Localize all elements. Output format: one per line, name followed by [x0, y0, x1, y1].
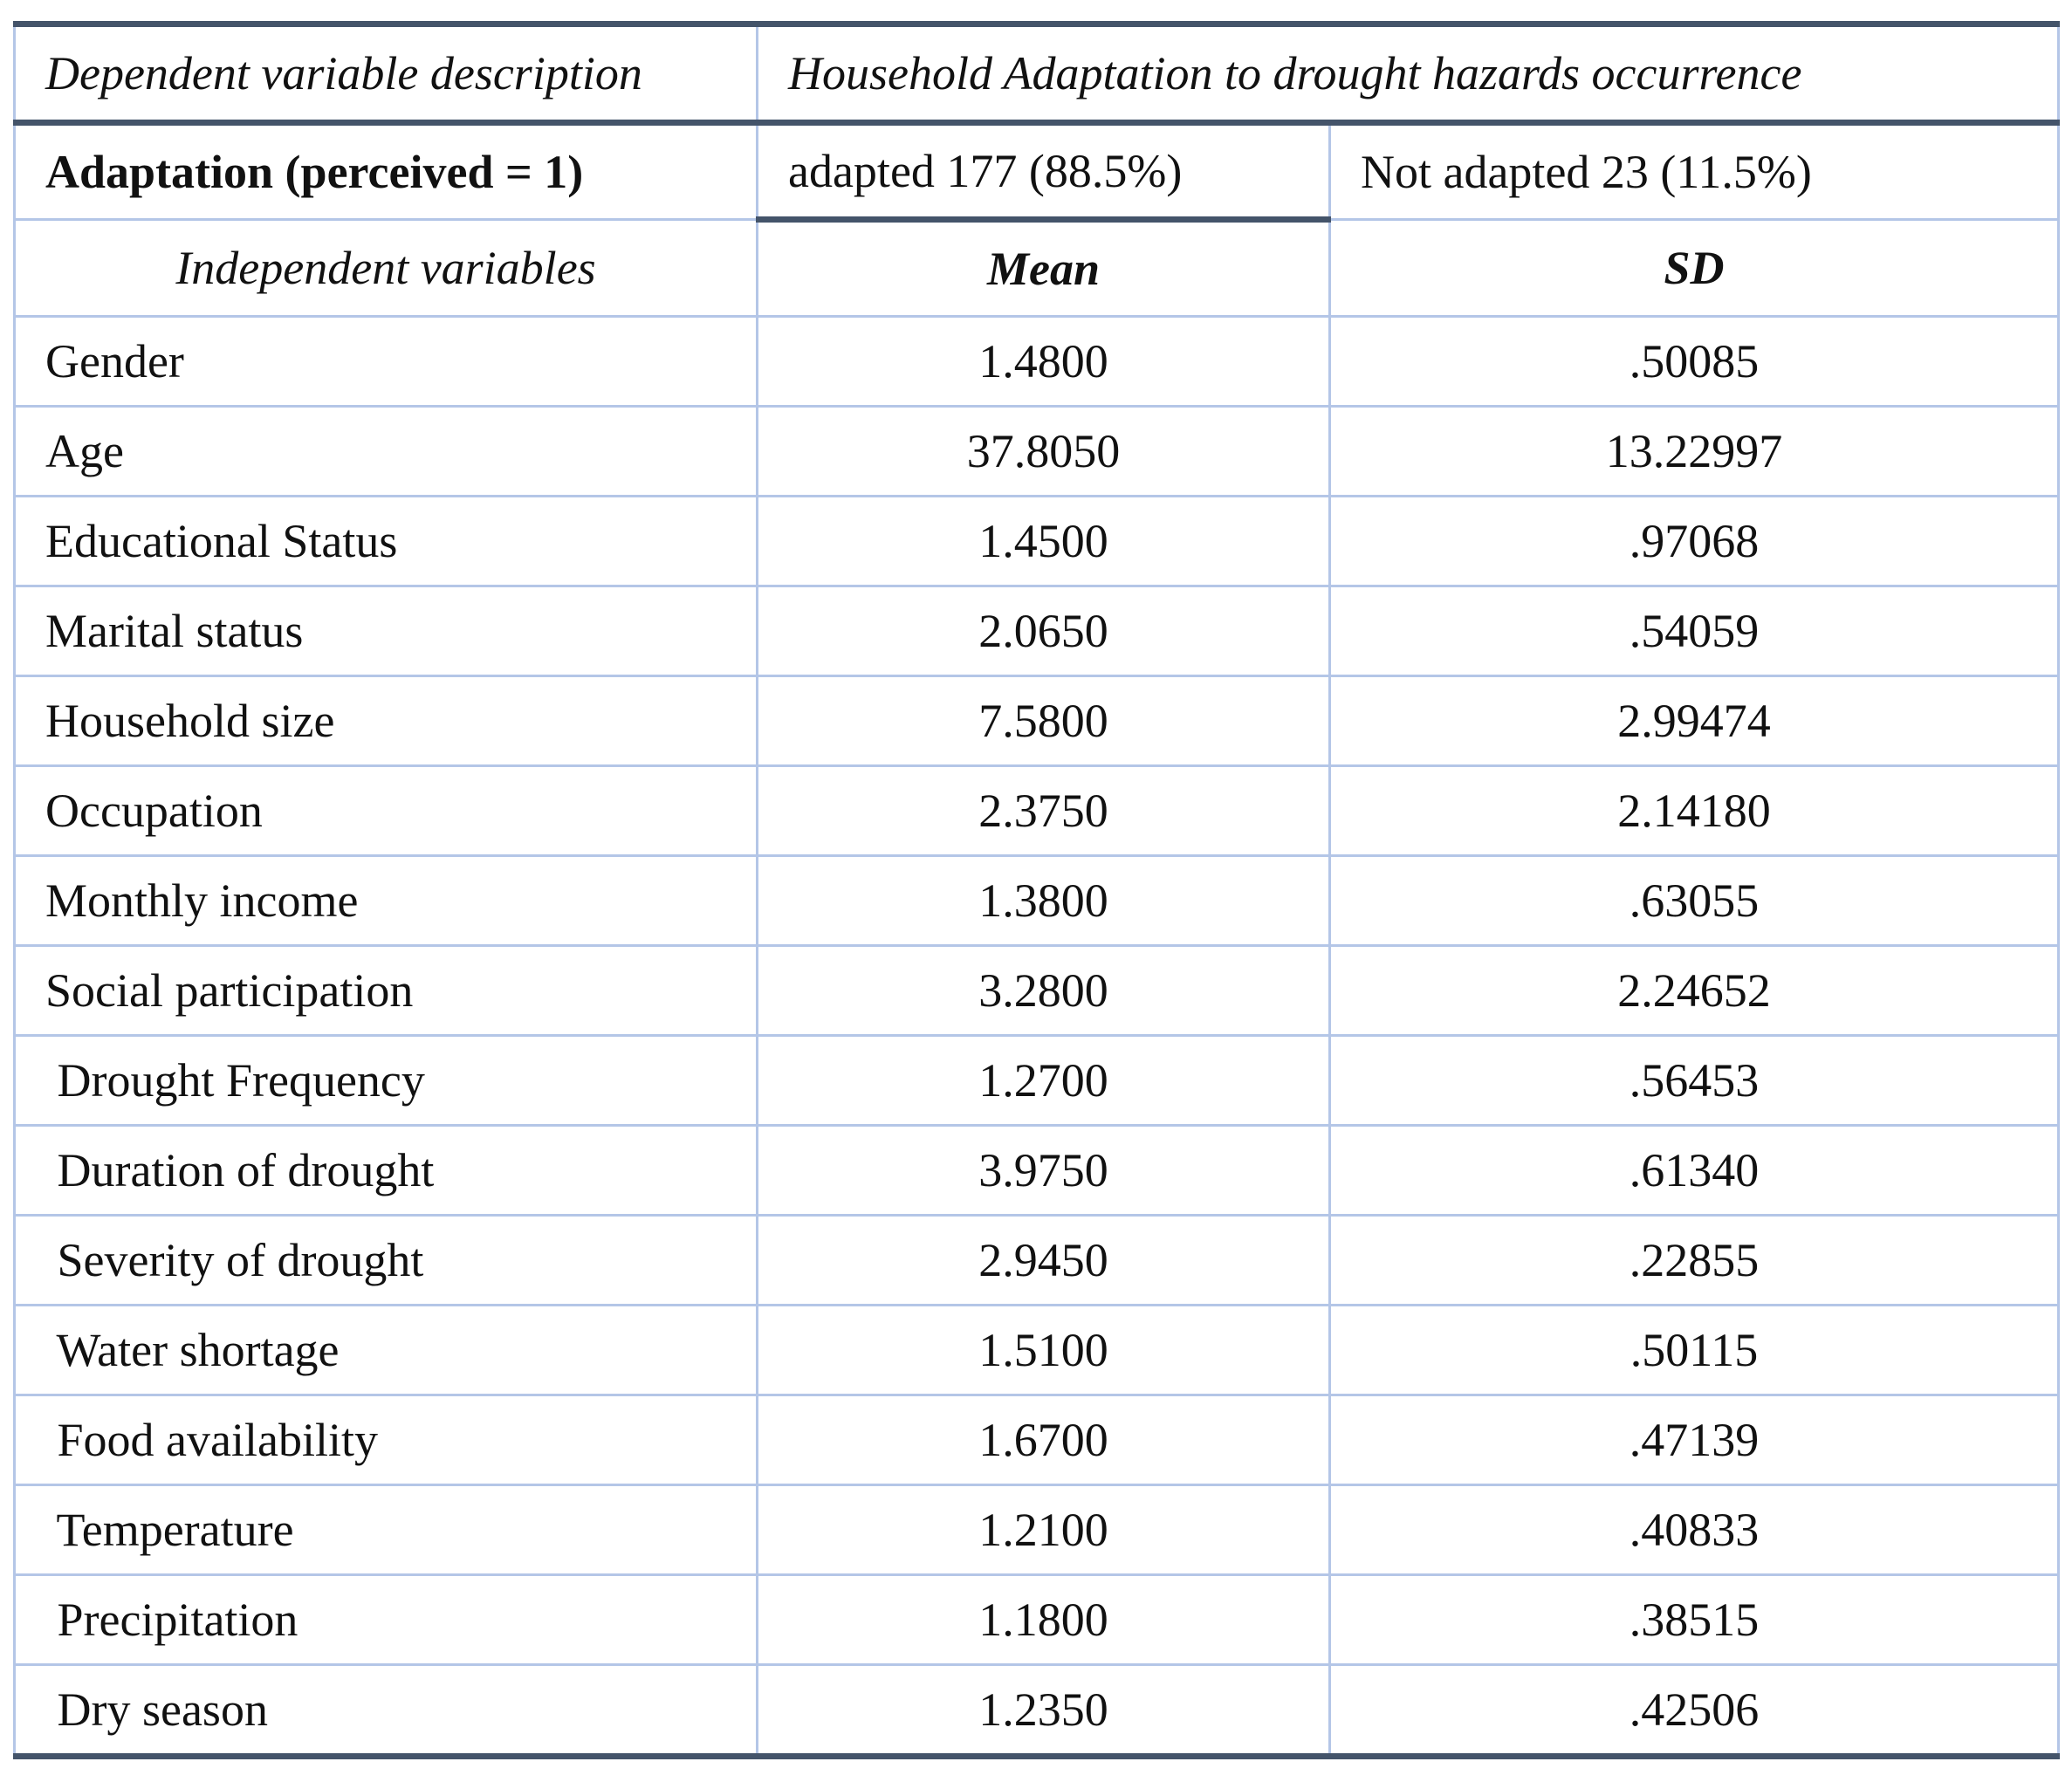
mean-value: 2.0650 — [756, 585, 1331, 677]
mean-value: 1.5100 — [756, 1304, 1331, 1396]
variable-name: Severity of drought — [13, 1214, 758, 1306]
data-row: Marital status 2.0650.54059 — [13, 585, 2061, 677]
descriptive-table: Dependent variable description Household… — [13, 21, 2061, 1759]
variable-name: Household size — [13, 675, 758, 767]
data-row: Temperature 1.2100.40833 — [13, 1484, 2061, 1576]
data-row: Water shortage 1.5100.50115 — [13, 1304, 2061, 1396]
column-header-row: Independent variables Mean SD — [13, 218, 2061, 318]
sd-value: .42506 — [1328, 1663, 2061, 1759]
adaptation-label: Adaptation (perceived = 1) — [13, 121, 758, 221]
variable-name: Occupation — [13, 764, 758, 857]
data-row: Social participation 3.2800 2.24652 — [13, 944, 2061, 1037]
variable-name: Dry season — [13, 1663, 758, 1759]
variable-name: Duration of drought — [13, 1124, 758, 1217]
sd-value: .50085 — [1328, 315, 2061, 408]
variable-name: Food availability — [13, 1394, 758, 1486]
variable-name: Gender — [13, 315, 758, 408]
variable-name: Precipitation — [13, 1573, 758, 1666]
table-body: Dependent variable description Household… — [13, 21, 2061, 1759]
data-row: Severity of drought 2.9450.22855 — [13, 1214, 2061, 1306]
column-header: Mean — [756, 218, 1331, 318]
variable-name: Educational Status — [13, 495, 758, 587]
mean-value: 3.9750 — [756, 1124, 1331, 1217]
data-row: Monthly income 1.3800.63055 — [13, 854, 2061, 947]
mean-value: 1.2350 — [756, 1663, 1331, 1759]
sd-value: .38515 — [1328, 1573, 2061, 1666]
column-header: Independent variables — [13, 218, 758, 318]
variable-name: Water shortage — [13, 1304, 758, 1396]
column-header: SD — [1328, 218, 2061, 318]
sd-value: .61340 — [1328, 1124, 2061, 1217]
sd-value: .54059 — [1328, 585, 2061, 677]
mean-value: 1.6700 — [756, 1394, 1331, 1486]
sd-value: .47139 — [1328, 1394, 2061, 1486]
dependent-value: Household Adaptation to drought hazards … — [755, 21, 2061, 126]
sd-value: .63055 — [1328, 854, 2061, 947]
mean-value: 3.2800 — [756, 944, 1331, 1037]
variable-name: Drought Frequency — [13, 1034, 758, 1127]
mean-value: 1.2700 — [756, 1034, 1331, 1127]
sd-value: .56453 — [1328, 1034, 2061, 1127]
not-adapted-count: Not adapted 23 (11.5%) — [1328, 121, 2061, 221]
data-row: Food availability 1.6700.47139 — [13, 1394, 2061, 1486]
mean-value: 1.4800 — [756, 315, 1331, 408]
variable-name: Age — [13, 405, 758, 497]
adapted-count: adapted 177 (88.5%) — [756, 121, 1331, 223]
data-row: Dry season 1.2350.42506 — [13, 1663, 2061, 1759]
sd-value: 2.24652 — [1328, 944, 2061, 1037]
sd-value: 2.14180 — [1328, 764, 2061, 857]
mean-value: 2.9450 — [756, 1214, 1331, 1306]
mean-value: 2.3750 — [756, 764, 1331, 857]
mean-value: 1.4500 — [756, 495, 1331, 587]
mean-value: 1.1800 — [756, 1573, 1331, 1666]
mean-value: 37.8050 — [756, 405, 1331, 497]
data-row: Duration of drought 3.9750.61340 — [13, 1124, 2061, 1217]
mean-value: 1.2100 — [756, 1484, 1331, 1576]
sd-value: 2.99474 — [1328, 675, 2061, 767]
header-row: Dependent variable description Household… — [13, 21, 2061, 126]
data-row: Drought Frequency 1.2700.56453 — [13, 1034, 2061, 1127]
data-row: Occupation 2.3750 2.14180 — [13, 764, 2061, 857]
sd-value: 13.22997 — [1328, 405, 2061, 497]
dependent-label: Dependent variable description — [13, 21, 758, 126]
sd-value: .97068 — [1328, 495, 2061, 587]
data-row: Precipitation 1.1800.38515 — [13, 1573, 2061, 1666]
data-row: Household size 7.5800 2.99474 — [13, 675, 2061, 767]
mean-value: 1.3800 — [756, 854, 1331, 947]
variable-name: Marital status — [13, 585, 758, 677]
sd-value: .22855 — [1328, 1214, 2061, 1306]
data-row: Gender 1.4800.50085 — [13, 315, 2061, 408]
variable-name: Monthly income — [13, 854, 758, 947]
adaptation-row: Adaptation (perceived = 1) adapted 177 (… — [13, 121, 2061, 223]
data-row: Age 37.8050 13.22997 — [13, 405, 2061, 497]
mean-value: 7.5800 — [756, 675, 1331, 767]
variable-name: Temperature — [13, 1484, 758, 1576]
sd-value: .40833 — [1328, 1484, 2061, 1576]
variable-name: Social participation — [13, 944, 758, 1037]
sd-value: .50115 — [1328, 1304, 2061, 1396]
data-row: Educational Status 1.4500.97068 — [13, 495, 2061, 587]
